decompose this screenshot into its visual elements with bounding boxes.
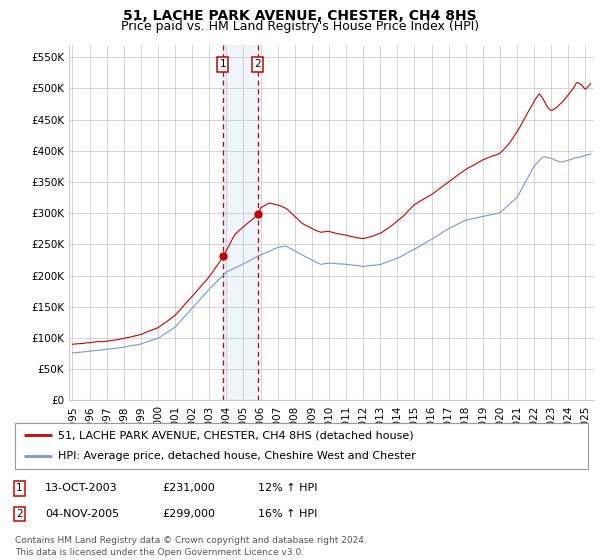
Text: £299,000: £299,000 [162, 509, 215, 519]
Text: Contains HM Land Registry data © Crown copyright and database right 2024.
This d: Contains HM Land Registry data © Crown c… [15, 536, 367, 557]
Text: 1: 1 [220, 59, 226, 69]
Text: Price paid vs. HM Land Registry's House Price Index (HPI): Price paid vs. HM Land Registry's House … [121, 20, 479, 33]
Bar [223, 45, 258, 400]
Text: 2: 2 [16, 509, 23, 519]
Text: 1: 1 [16, 483, 23, 493]
Text: £231,000: £231,000 [162, 483, 215, 493]
Text: 04-NOV-2005: 04-NOV-2005 [45, 509, 119, 519]
Text: 16% ↑ HPI: 16% ↑ HPI [258, 509, 317, 519]
Text: 13-OCT-2003: 13-OCT-2003 [45, 483, 118, 493]
Text: HPI: Average price, detached house, Cheshire West and Chester: HPI: Average price, detached house, Ches… [58, 451, 416, 461]
Text: 51, LACHE PARK AVENUE, CHESTER, CH4 8HS (detached house): 51, LACHE PARK AVENUE, CHESTER, CH4 8HS … [58, 430, 413, 440]
Text: 51, LACHE PARK AVENUE, CHESTER, CH4 8HS: 51, LACHE PARK AVENUE, CHESTER, CH4 8HS [123, 9, 477, 23]
Text: 12% ↑ HPI: 12% ↑ HPI [258, 483, 317, 493]
Text: 2: 2 [254, 59, 261, 69]
